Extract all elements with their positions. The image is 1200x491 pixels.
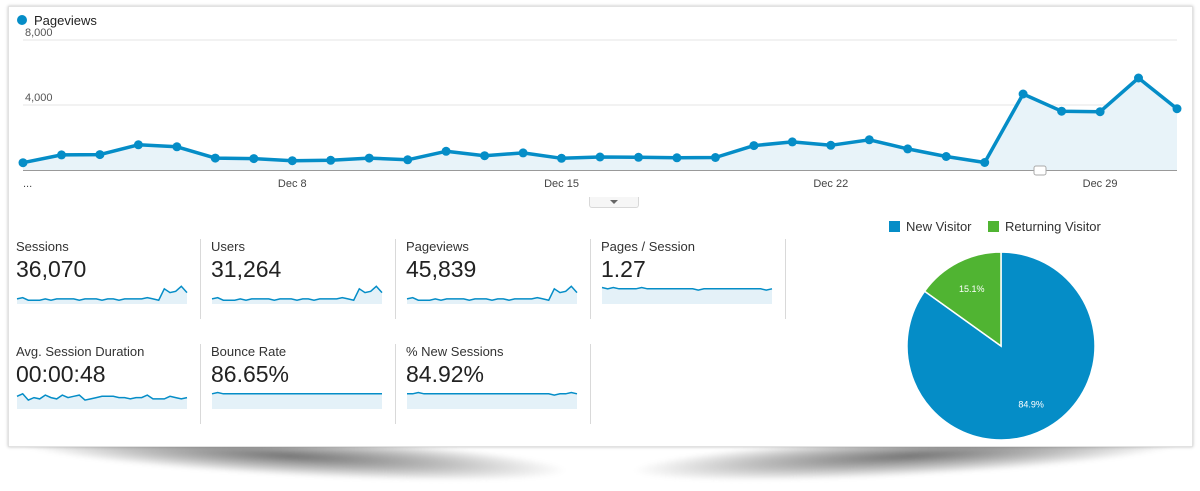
- data-point[interactable]: [518, 148, 528, 158]
- metric-value: 00:00:48: [16, 361, 106, 387]
- x-tick-label: Dec 15: [544, 178, 579, 190]
- data-point[interactable]: [980, 158, 990, 167]
- metric-label: Pages / Session: [601, 239, 695, 254]
- pie-slice[interactable]: [923, 251, 1002, 348]
- legend-label: Returning Visitor: [1005, 219, 1101, 234]
- pie-slice-label: 15.1%: [959, 284, 985, 294]
- metric-label: Bounce Rate: [211, 344, 287, 359]
- x-tick-label: Dec 29: [1083, 178, 1118, 190]
- data-point[interactable]: [403, 155, 413, 165]
- visitor-pie-chart: 84.9% 15.1%: [906, 251, 1096, 441]
- data-point[interactable]: [595, 152, 605, 162]
- divider: [590, 239, 591, 319]
- metric-pages-per-session[interactable]: Pages / Session 1.27: [601, 239, 777, 315]
- sparkline-line: [601, 286, 773, 291]
- data-point[interactable]: [172, 142, 182, 152]
- legend-swatch: [889, 221, 900, 232]
- x-tick-label: ...: [23, 178, 32, 190]
- sparkline-area: [602, 287, 772, 304]
- x-tick-label: Dec 22: [813, 178, 848, 190]
- data-point[interactable]: [787, 137, 797, 147]
- data-point[interactable]: [287, 156, 297, 166]
- sparkline: [16, 392, 188, 409]
- y-tick-label: 4,000: [25, 92, 53, 104]
- sparkline: [406, 285, 578, 304]
- sparkline-line: [16, 285, 188, 302]
- data-point[interactable]: [364, 153, 374, 163]
- data-point[interactable]: [95, 150, 105, 160]
- annotation-icon[interactable]: [1033, 165, 1047, 176]
- sparkline: [16, 285, 188, 304]
- data-point[interactable]: [480, 151, 490, 161]
- data-point[interactable]: [672, 153, 682, 163]
- legend-label[interactable]: Pageviews: [34, 13, 97, 28]
- legend-swatch: [988, 221, 999, 232]
- metric-users[interactable]: Users 31,264: [211, 239, 387, 315]
- data-point[interactable]: [18, 158, 28, 168]
- data-point[interactable]: [903, 144, 913, 154]
- y-tick-label: 8,000: [25, 27, 53, 39]
- metric-label: Pageviews: [406, 239, 469, 254]
- data-point[interactable]: [557, 153, 566, 163]
- chart-collapse-toggle[interactable]: [589, 197, 639, 208]
- data-point[interactable]: [864, 135, 874, 145]
- legend-label: New Visitor: [906, 219, 972, 234]
- divider: [200, 344, 201, 424]
- legend-marker: [17, 15, 27, 25]
- metric-sessions[interactable]: Sessions 36,070: [16, 239, 192, 315]
- sparkline-line: [16, 392, 188, 402]
- sparkline: [407, 391, 578, 409]
- sparkline-area: [407, 392, 577, 409]
- data-point[interactable]: [441, 146, 451, 156]
- data-point[interactable]: [1095, 107, 1105, 117]
- data-point[interactable]: [634, 152, 643, 162]
- metric-label: Users: [211, 239, 245, 254]
- metric-pageviews[interactable]: Pageviews 45,839: [406, 239, 582, 315]
- metric-avg-session-duration[interactable]: Avg. Session Duration 00:00:48: [16, 344, 192, 420]
- metric-value: 31,264: [211, 256, 282, 282]
- metric-value: 1.27: [601, 256, 646, 282]
- pageviews-line-chart: Pageviews 8,000 4,000 ... Dec 8 Dec 15 Dec 2…: [17, 13, 1182, 190]
- divider: [395, 344, 396, 424]
- data-point[interactable]: [326, 155, 336, 165]
- x-tick-label: Dec 8: [278, 178, 307, 190]
- metric-bounce-rate[interactable]: Bounce Rate 86.65%: [211, 344, 387, 420]
- sparkline: [211, 391, 382, 409]
- divider: [590, 344, 591, 424]
- data-point[interactable]: [249, 154, 259, 164]
- data-point[interactable]: [1172, 104, 1182, 114]
- sparkline-line: [211, 391, 382, 395]
- data-point[interactable]: [1018, 89, 1028, 99]
- caret-down-icon: [610, 200, 618, 204]
- data-point[interactable]: [941, 152, 951, 161]
- metric-value: 45,839: [406, 256, 477, 282]
- metric-label: Sessions: [16, 239, 69, 254]
- divider: [395, 239, 396, 319]
- divider: [200, 239, 201, 319]
- metric-label: % New Sessions: [406, 344, 504, 359]
- data-point[interactable]: [749, 141, 759, 151]
- data-point[interactable]: [1134, 73, 1143, 83]
- sparkline-line: [407, 391, 578, 396]
- data-point[interactable]: [1057, 106, 1067, 116]
- metric-label: Avg. Session Duration: [16, 344, 145, 359]
- divider: [785, 239, 786, 319]
- metric-new-sessions[interactable]: % New Sessions 84.92%: [406, 344, 582, 420]
- data-point[interactable]: [57, 150, 66, 160]
- series-area: [23, 78, 1177, 170]
- sparkline-area: [212, 392, 382, 409]
- analytics-panel: Pageviews 8,000 4,000 ... Dec 8 Dec 15 Dec 2…: [8, 6, 1193, 447]
- sparkline-line: [406, 285, 578, 302]
- sparkline: [211, 285, 383, 304]
- data-point[interactable]: [133, 140, 143, 150]
- pie-slice-label: 84.9%: [1018, 400, 1044, 410]
- metric-value: 86.65%: [211, 361, 290, 387]
- metric-value: 84.92%: [406, 361, 485, 387]
- data-point[interactable]: [826, 140, 836, 150]
- sparkline-line: [211, 285, 383, 302]
- data-point[interactable]: [710, 153, 720, 162]
- data-point[interactable]: [210, 153, 220, 163]
- metric-value: 36,070: [16, 256, 87, 282]
- sparkline: [601, 286, 773, 304]
